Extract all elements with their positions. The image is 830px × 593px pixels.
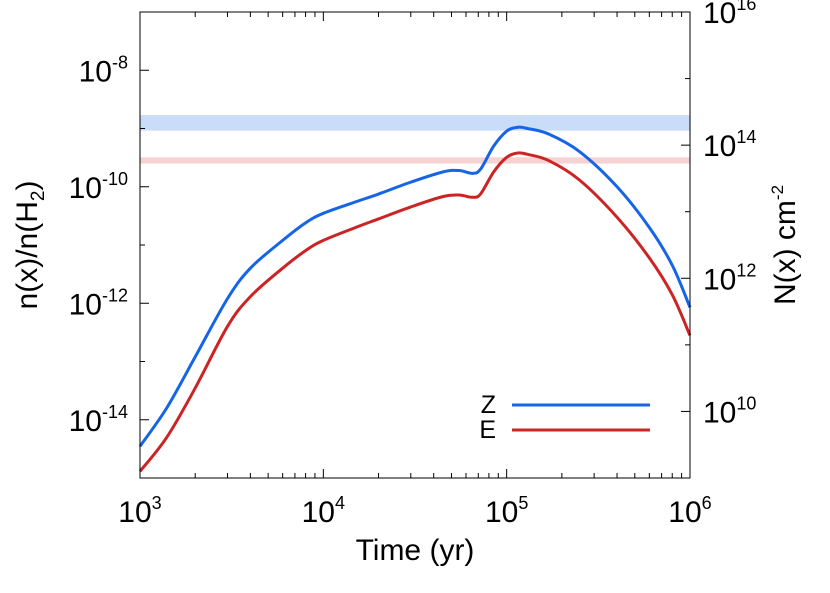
y-tick-label-exp: -14	[102, 402, 128, 422]
observation-bands	[140, 115, 690, 164]
y-axis-label-base: n(x)/n(H	[11, 201, 44, 309]
series-lines	[138, 125, 692, 473]
y-axis-label-sub: 2	[28, 191, 49, 202]
y2-tick-label-exp: 14	[736, 127, 756, 147]
y2-axis-label: N(x) cm-2	[768, 185, 802, 305]
y-axis-label-close: )	[11, 181, 44, 191]
band-observed-z	[140, 115, 690, 131]
x-tick-label: 106	[668, 493, 711, 529]
x-tick-label-base: 10	[302, 496, 335, 529]
y-tick-label-base: 10	[79, 55, 112, 88]
x-tick-label-exp: 3	[152, 493, 162, 513]
y-tick-label: 10-12	[69, 285, 128, 321]
legend: Z E	[479, 391, 650, 444]
tick-labels: 103 104 105 10610-810-1010-1210-14101610141…	[69, 0, 757, 529]
y2-tick-label-exp: 10	[736, 393, 756, 413]
y2-tick-label-base: 10	[703, 263, 736, 296]
y2-tick-label-base: 10	[703, 0, 736, 30]
legend-label-e: E	[479, 416, 496, 444]
y-tick-label: 10-14	[69, 402, 128, 438]
x-tick-label-exp: 6	[702, 493, 712, 513]
y-tick-label-exp: -12	[102, 285, 128, 305]
y2-axis-label-sup: -2	[768, 185, 787, 200]
y-tick-label-base: 10	[69, 288, 102, 321]
x-tick-label-exp: 5	[518, 493, 528, 513]
y2-axis-label-base: N(x) cm	[769, 200, 802, 305]
y-axis-label: n(x)/n(H2)	[11, 181, 49, 310]
x-axis-label: Time (yr)	[356, 534, 475, 567]
plot-background	[140, 12, 690, 478]
x-tick-label: 104	[302, 493, 345, 529]
series-line-z	[138, 125, 692, 448]
y2-tick-label-base: 10	[703, 130, 736, 163]
y-tick-label-base: 10	[69, 172, 102, 205]
y2-tick-label: 1014	[703, 127, 756, 163]
y-tick-label-exp: -10	[102, 169, 128, 189]
x-tick-label-base: 10	[668, 496, 701, 529]
y2-tick-label: 1016	[703, 0, 756, 30]
x-tick-label-base: 10	[118, 496, 151, 529]
y-tick-label: 10-8	[79, 52, 128, 88]
y-tick-label-base: 10	[69, 405, 102, 438]
x-tick-label-base: 10	[485, 496, 518, 529]
y2-tick-label-exp: 12	[736, 260, 756, 280]
y2-tick-label-exp: 16	[736, 0, 756, 14]
y2-tick-label: 1012	[703, 260, 756, 296]
x-tick-label: 103	[118, 493, 161, 529]
y-tick-label: 10-10	[69, 169, 128, 205]
x-tick-label: 105	[485, 493, 528, 529]
tick-marks	[139, 11, 691, 479]
series-line-e	[138, 151, 692, 473]
x-tick-label-exp: 4	[335, 493, 345, 513]
y-tick-label-exp: -8	[112, 52, 128, 72]
legend-label-z: Z	[481, 391, 496, 419]
band-observed-e	[140, 157, 690, 164]
y2-tick-label-base: 10	[703, 396, 736, 429]
y2-tick-label: 1010	[703, 393, 756, 429]
